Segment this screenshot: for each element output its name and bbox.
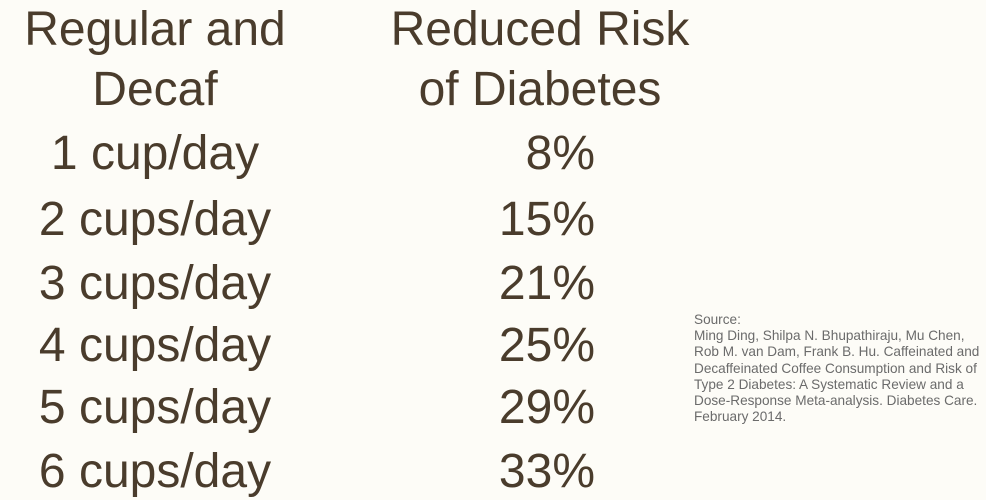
- row-label-4-cups: 4 cups/day: [38, 319, 272, 372]
- data-table: 1 cup/day 8% 2 cups/day 15% 3 cups/day 2…: [38, 127, 595, 498]
- source-label: Source:: [694, 312, 741, 327]
- row-label-1-cup: 1 cup/day: [50, 127, 260, 180]
- row-value-3-cups: 21%: [498, 257, 595, 310]
- row-value-4-cups: 25%: [498, 319, 595, 372]
- row-value-5-cups: 29%: [498, 381, 595, 434]
- row-value-2-cups: 15%: [498, 193, 595, 246]
- column-header-reduced-risk: Reduced Risk of Diabetes: [365, 0, 715, 120]
- column-header-reduced-risk-line-2: of Diabetes: [418, 63, 662, 116]
- row-label-2-cups: 2 cups/day: [38, 193, 272, 246]
- row-label-5-cups: 5 cups/day: [38, 381, 272, 434]
- row-value-1-cup: 8%: [525, 127, 595, 180]
- column-header-consumption-line-1: Regular and: [24, 3, 286, 56]
- column-header-reduced-risk-line-1: Reduced Risk: [390, 3, 690, 56]
- row-label-3-cups: 3 cups/day: [38, 257, 272, 310]
- row-label-6-cups: 6 cups/day: [38, 445, 272, 498]
- source-text: Ming Ding, Shilpa N. Bhupathiraju, Mu Ch…: [694, 328, 980, 425]
- column-header-consumption-line-2: Decaf: [92, 63, 218, 116]
- row-value-6-cups: 33%: [498, 445, 595, 498]
- column-header-consumption: Regular and Decaf: [0, 0, 310, 120]
- source-citation: Source: Ming Ding, Shilpa N. Bhupathiraj…: [694, 312, 984, 425]
